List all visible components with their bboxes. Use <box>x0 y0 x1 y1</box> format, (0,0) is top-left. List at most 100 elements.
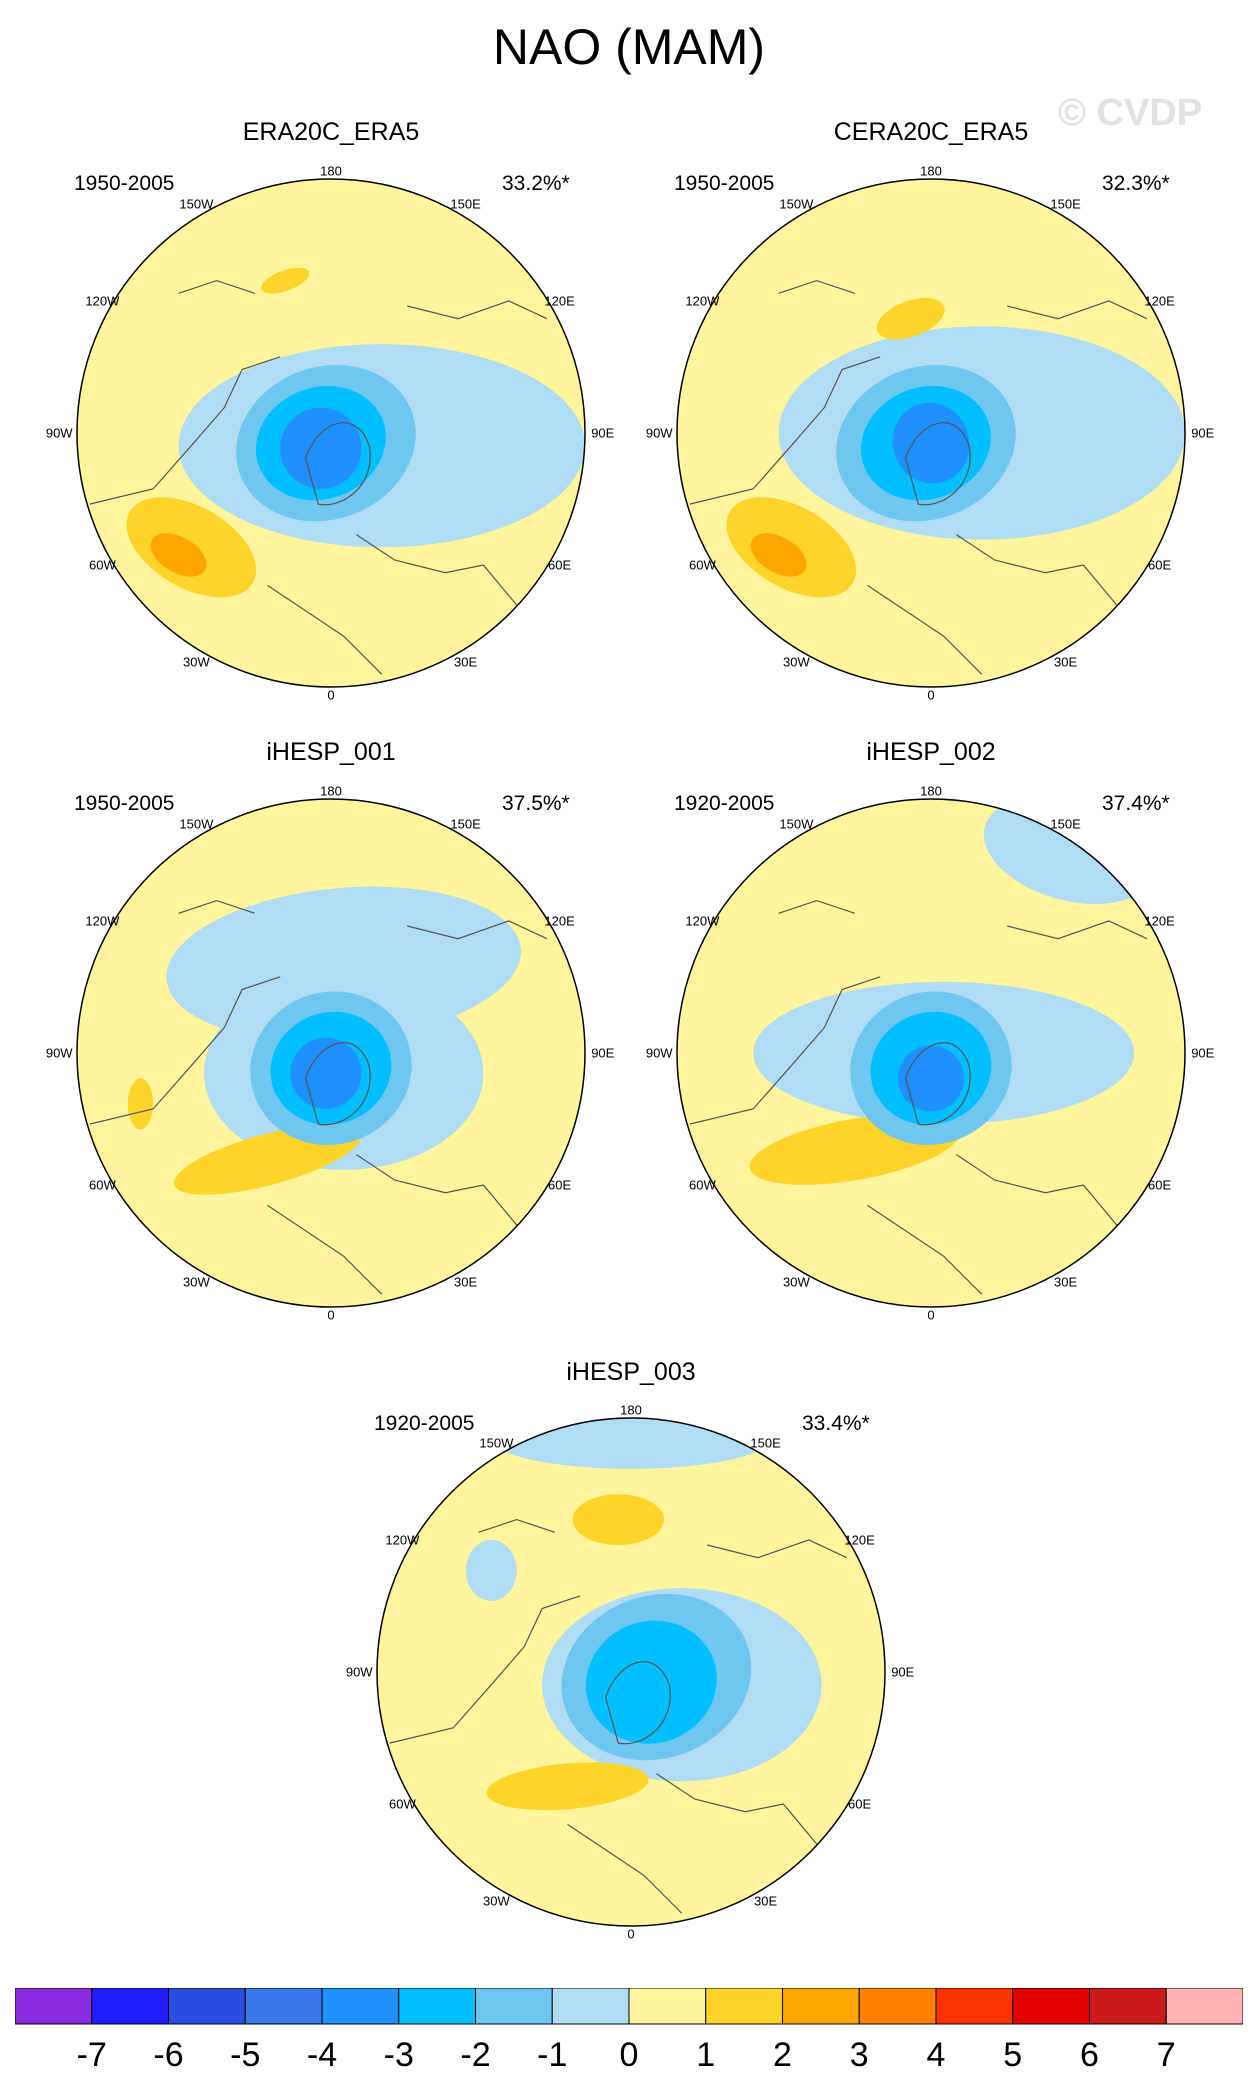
panel-variance-explained: 37.4%* <box>1102 792 1170 815</box>
longitude-label: 90E <box>891 1664 915 1680</box>
colorbar-tick-label: -5 <box>230 2036 261 2074</box>
longitude-label: 150W <box>779 196 814 212</box>
contour-region <box>116 224 393 327</box>
colorbar-swatch <box>628 1988 707 2025</box>
panel-title: iHESP_003 <box>566 1358 696 1386</box>
colorbar-tick-label: 5 <box>1003 2036 1023 2074</box>
longitude-label: 180 <box>920 783 942 799</box>
longitude-label: 90E <box>1191 1045 1215 1061</box>
colorbar-swatch <box>705 1988 783 2025</box>
colorbar-swatch <box>1165 1988 1243 2025</box>
longitude-label: 150E <box>1050 196 1081 212</box>
longitude-label: 150E <box>750 1435 781 1451</box>
longitude-label: 90W <box>645 1045 673 1061</box>
map-border <box>76 798 586 1308</box>
longitude-label: 90E <box>591 425 615 441</box>
longitude-label: 120E <box>1144 913 1175 929</box>
longitude-label: 0 <box>627 1926 635 1942</box>
panel-period: 1920-2005 <box>374 1412 475 1435</box>
longitude-label: 30W <box>483 1893 510 1909</box>
contour-region <box>465 1539 517 1601</box>
longitude-label: 60E <box>848 1796 872 1812</box>
colorbar-tick-label: 1 <box>696 2036 716 2074</box>
longitude-label: 120E <box>844 1532 875 1548</box>
contour-region <box>572 1494 665 1545</box>
contour-region <box>897 1045 965 1112</box>
panel-period: 1920-2005 <box>674 792 775 815</box>
panel-title: CERA20C_ERA5 <box>833 118 1029 146</box>
map-border <box>676 178 1186 688</box>
colorbar-tick-label: -2 <box>460 2036 491 2074</box>
colorbar-swatch <box>935 1988 1014 2025</box>
panel-title: ERA20C_ERA5 <box>242 118 420 146</box>
colorbar-swatch <box>551 1988 630 2025</box>
longitude-label: 150W <box>179 816 214 832</box>
longitude-label: 120W <box>85 293 120 309</box>
panel-variance-explained: 33.2%* <box>502 172 570 195</box>
longitude-label: 120W <box>685 913 720 929</box>
colorbar-swatch <box>398 1988 476 2025</box>
coastline <box>89 899 548 1295</box>
contour-region <box>750 533 807 577</box>
longitude-label: 90E <box>591 1045 615 1061</box>
polar-map <box>676 798 1186 1308</box>
contour-region <box>280 407 362 489</box>
longitude-label: 180 <box>320 163 342 179</box>
longitude-label: 60W <box>689 1177 716 1193</box>
contour-region <box>127 1078 154 1130</box>
coastline <box>689 899 1148 1295</box>
longitude-label: 90W <box>345 1664 373 1680</box>
longitude-label: 120W <box>685 293 720 309</box>
colorbar-swatch <box>1089 1988 1167 2025</box>
watermark: © CVDP <box>1058 92 1203 134</box>
polar-map <box>76 178 586 688</box>
panel-variance-explained: 32.3%* <box>1102 172 1170 195</box>
colorbar-swatch <box>168 1988 246 2025</box>
colorbar-tick-label: 6 <box>1080 2036 1099 2074</box>
map-border <box>376 1417 886 1927</box>
colorbar-swatch <box>91 1988 169 2025</box>
longitude-label: 150W <box>479 1435 514 1451</box>
polar-map <box>676 178 1186 688</box>
colorbar-swatch <box>858 1988 937 2025</box>
colorbar-tick-label: -7 <box>76 2036 107 2074</box>
longitude-label: 150W <box>179 196 214 212</box>
longitude-label: 90E <box>1191 425 1215 441</box>
longitude-label: 120W <box>85 913 120 929</box>
colorbar-swatch <box>321 1988 400 2025</box>
coastline <box>689 279 1148 675</box>
contour-region <box>290 1037 362 1109</box>
longitude-label: 0 <box>927 687 935 703</box>
longitude-label: 0 <box>327 687 335 703</box>
longitude-label: 0 <box>927 1307 935 1323</box>
longitude-label: 30W <box>783 654 810 670</box>
colorbar <box>15 1988 1243 2025</box>
colorbar-swatch <box>244 1988 323 2025</box>
contour-region <box>585 1620 717 1744</box>
longitude-label: 30W <box>183 1274 210 1290</box>
coastline <box>89 279 548 675</box>
polar-map <box>76 798 586 1308</box>
colorbar-swatch <box>782 1988 860 2025</box>
panel-variance-explained: 33.4%* <box>802 1412 870 1435</box>
longitude-label: 0 <box>327 1307 335 1323</box>
longitude-label: 150E <box>450 816 481 832</box>
longitude-label: 150E <box>450 196 481 212</box>
longitude-label: 180 <box>620 1402 642 1418</box>
longitude-label: 120W <box>385 1532 420 1548</box>
longitude-label: 60E <box>1148 557 1172 573</box>
figure-title: NAO (MAM) <box>492 19 766 75</box>
longitude-label: 150E <box>1050 816 1081 832</box>
panel-period: 1950-2005 <box>674 172 775 195</box>
longitude-label: 30W <box>783 1274 810 1290</box>
contour-region <box>892 402 970 484</box>
longitude-label: 60W <box>389 1796 416 1812</box>
longitude-label: 60E <box>548 557 572 573</box>
panel-period: 1950-2005 <box>74 792 175 815</box>
panel-title: iHESP_001 <box>266 738 396 766</box>
colorbar-tick-label: -3 <box>383 2036 414 2074</box>
colorbar-tick-label: -1 <box>537 2036 568 2074</box>
contour-region <box>261 267 310 294</box>
colorbar-tick-label: 4 <box>926 2036 946 2074</box>
longitude-label: 30E <box>1054 654 1078 670</box>
